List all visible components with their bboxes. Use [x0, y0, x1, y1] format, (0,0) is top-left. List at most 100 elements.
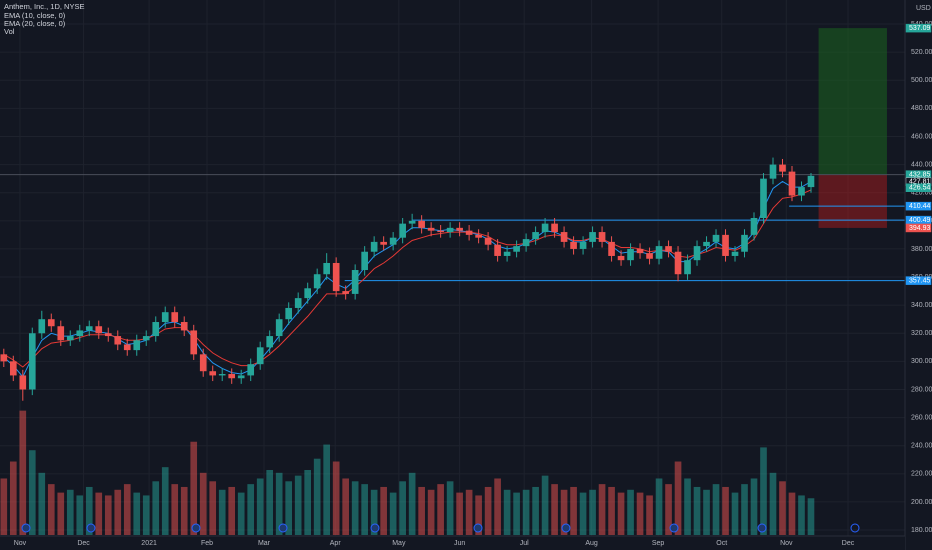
- volume-bar: [237, 492, 245, 535]
- volume-bar: [85, 486, 93, 535]
- price-label-box: [905, 276, 932, 285]
- dividend-icon[interactable]: [370, 523, 380, 533]
- candle-body: [636, 248, 644, 254]
- volume-bar: [655, 478, 663, 535]
- candle-body: [760, 178, 767, 219]
- volume-bar: [294, 475, 302, 535]
- candle-body: [437, 230, 444, 233]
- target-zone: [818, 28, 887, 175]
- candle-body: [427, 227, 435, 231]
- candle-body: [152, 322, 160, 337]
- candle-body: [484, 237, 492, 245]
- x-tick-label: 2021: [141, 540, 157, 547]
- candle-body: [285, 307, 293, 320]
- volume-bar: [95, 492, 103, 535]
- candle-body: [256, 347, 264, 365]
- dividend-icon[interactable]: [669, 523, 679, 533]
- candle-body: [104, 333, 112, 337]
- volume-bar: [180, 486, 188, 535]
- volume-bar: [19, 410, 27, 535]
- candle-body: [161, 312, 169, 323]
- volume-bar: [779, 481, 786, 535]
- candle-body: [684, 260, 691, 275]
- volume-bar: [380, 486, 387, 535]
- candle-body: [418, 220, 425, 228]
- volume-bar: [807, 498, 815, 535]
- candle-body: [142, 336, 150, 341]
- candle-body: [370, 241, 378, 252]
- candle-body: [608, 241, 615, 256]
- volume-bar: [636, 492, 644, 535]
- price-label-box: [905, 201, 932, 211]
- candle-body: [522, 239, 530, 247]
- price-label-box: [905, 223, 932, 233]
- candle-body: [332, 262, 340, 292]
- volume-bar: [323, 444, 330, 535]
- volume-bar: [617, 492, 625, 535]
- dividend-icon[interactable]: [86, 523, 96, 533]
- y-tick-label: 200.00: [911, 499, 932, 506]
- volume-bar: [104, 495, 112, 535]
- candle-body: [779, 164, 786, 172]
- price-label: 537.09: [909, 25, 931, 32]
- dividend-icon[interactable]: [21, 523, 31, 533]
- dividend-icon[interactable]: [757, 523, 767, 533]
- candle-body: [114, 336, 122, 345]
- candle-body: [579, 241, 587, 249]
- price-label: 426.54: [909, 185, 931, 192]
- volume-bar: [247, 484, 255, 535]
- volume-bar: [408, 472, 416, 535]
- y-tick-label: 480.00: [911, 105, 932, 112]
- dividend-icon[interactable]: [191, 523, 201, 533]
- volume-bar: [161, 467, 169, 535]
- volume-bar: [28, 450, 36, 535]
- x-tick-label: Feb: [201, 540, 213, 547]
- time-axis: [0, 536, 905, 550]
- volume-bar: [332, 461, 340, 535]
- candle-body: [712, 234, 720, 242]
- candle-body: [313, 274, 321, 289]
- candle-body: [541, 223, 549, 233]
- candle-body: [399, 223, 406, 238]
- candle-body: [769, 164, 777, 179]
- volume-bar: [266, 470, 274, 535]
- candle-body: [674, 251, 682, 275]
- volume-bar: [66, 489, 74, 535]
- earnings-icon[interactable]: [850, 523, 860, 533]
- x-tick-label: Dec: [842, 540, 855, 547]
- candle-body: [503, 251, 511, 256]
- volume-bar: [503, 489, 511, 535]
- candle-body: [570, 241, 577, 249]
- volume-bar: [731, 492, 739, 535]
- price-label-box: [905, 183, 932, 192]
- candle-body: [361, 251, 368, 271]
- candle-body: [465, 230, 473, 235]
- candle-body: [95, 326, 103, 334]
- dividend-icon[interactable]: [561, 523, 571, 533]
- volume-bar: [513, 492, 520, 535]
- candle-body: [323, 262, 330, 275]
- price-label: 427.81: [909, 179, 931, 186]
- x-tick-label: Nov: [14, 540, 27, 547]
- candle-body: [294, 298, 302, 308]
- x-tick-label: Dec: [77, 540, 90, 547]
- volume-bar: [256, 478, 264, 535]
- volume-bar: [532, 486, 539, 535]
- dividend-icon[interactable]: [278, 523, 288, 533]
- volume-bar: [684, 478, 691, 535]
- volume-bar: [171, 484, 179, 535]
- volume-bar: [608, 486, 615, 535]
- legend-indicator: Vol: [4, 27, 15, 36]
- candle-body: [494, 244, 501, 256]
- volume-bar: [9, 461, 17, 535]
- volume-bar: [47, 484, 55, 535]
- volume-bar: [750, 478, 758, 535]
- dividend-icon[interactable]: [473, 523, 483, 533]
- volume-bar: [228, 486, 236, 535]
- candle-body: [171, 312, 179, 323]
- volume-bar: [218, 489, 226, 535]
- stop-zone: [818, 174, 887, 228]
- candle-body: [209, 371, 217, 376]
